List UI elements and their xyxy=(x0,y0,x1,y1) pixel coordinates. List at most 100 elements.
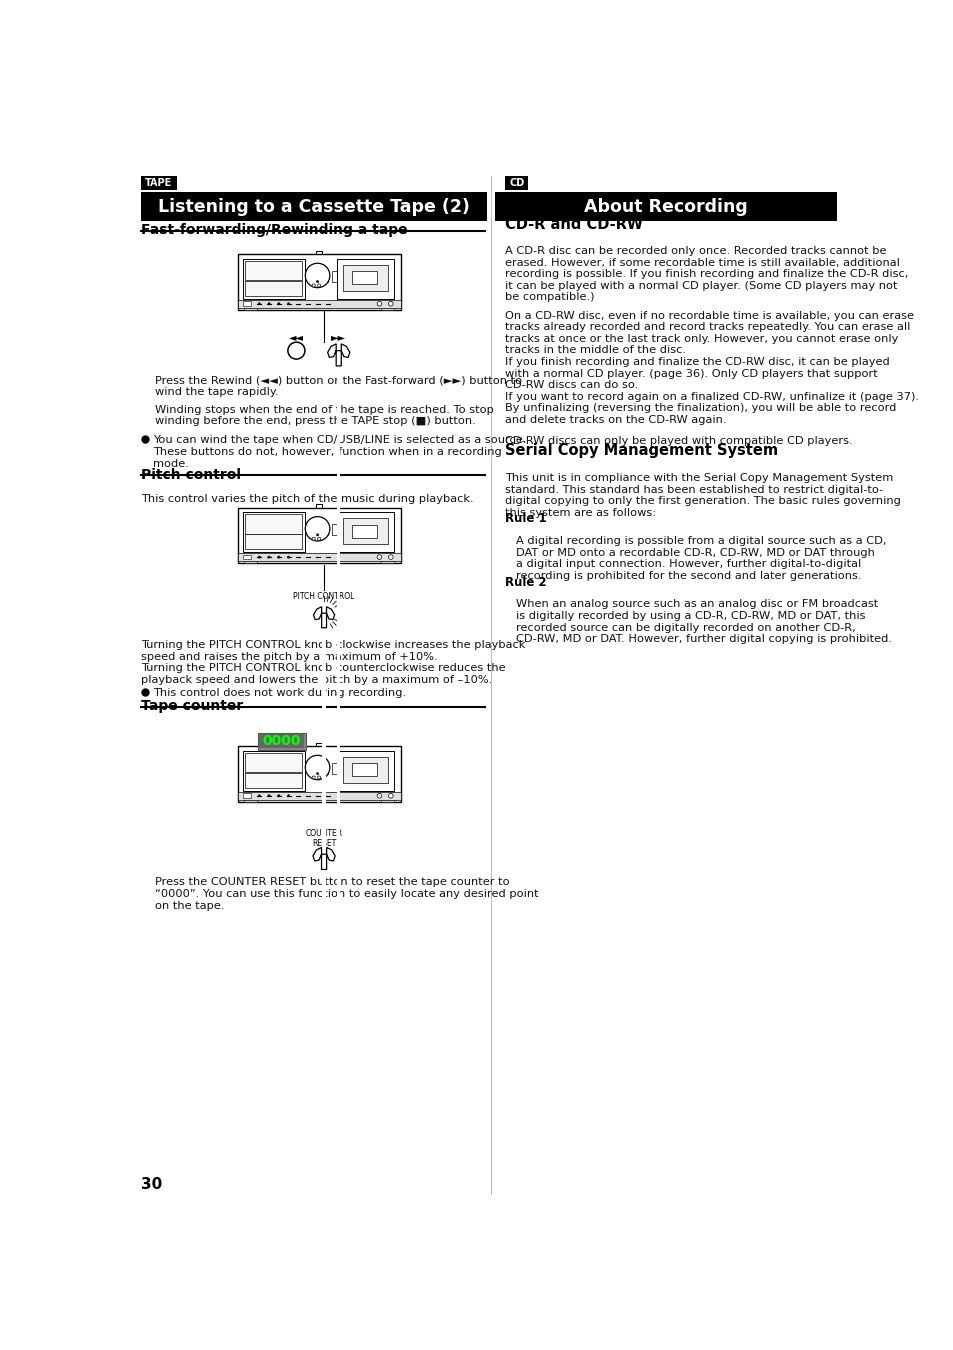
Text: CD-R and CD-RW: CD-R and CD-RW xyxy=(505,217,642,232)
Bar xyxy=(245,514,302,533)
Circle shape xyxy=(316,533,318,536)
Text: Rule 2: Rule 2 xyxy=(505,575,546,589)
Circle shape xyxy=(277,302,280,305)
Bar xyxy=(339,271,345,282)
Bar xyxy=(346,524,353,536)
Circle shape xyxy=(316,281,318,282)
Bar xyxy=(314,271,320,282)
Bar xyxy=(380,799,394,802)
Text: You can wind the tape when CD/USB/LINE is selected as a source.
These buttons do: You can wind the tape when CD/USB/LINE i… xyxy=(153,435,526,468)
Circle shape xyxy=(268,795,270,796)
Text: 30: 30 xyxy=(141,1177,162,1192)
Bar xyxy=(321,271,327,282)
Bar xyxy=(242,512,304,552)
Bar xyxy=(321,524,327,536)
Text: This unit is in compliance with the Serial Copy Management System
standard. This: This unit is in compliance with the Seri… xyxy=(505,472,901,518)
Text: Turning the PITCH CONTROL knob clockwise increases the playback
speed and raises: Turning the PITCH CONTROL knob clockwise… xyxy=(141,640,525,684)
Circle shape xyxy=(277,556,280,559)
Bar xyxy=(237,792,400,799)
Circle shape xyxy=(305,517,330,541)
Text: Rule 1: Rule 1 xyxy=(505,513,546,525)
Circle shape xyxy=(287,556,290,559)
Bar xyxy=(346,271,353,282)
Text: Pitch control: Pitch control xyxy=(141,467,241,482)
Text: When an analog source such as an analog disc or FM broadcast
is digitally record: When an analog source such as an analog … xyxy=(516,599,891,644)
Bar xyxy=(342,265,388,290)
Circle shape xyxy=(317,776,320,779)
Bar xyxy=(505,176,528,190)
Bar xyxy=(245,535,302,549)
Bar xyxy=(495,192,836,221)
Circle shape xyxy=(376,794,381,798)
Text: CD-RW discs can only be played with compatible CD players.: CD-RW discs can only be played with comp… xyxy=(505,436,852,446)
Bar xyxy=(336,512,394,552)
Bar xyxy=(307,524,313,536)
Bar xyxy=(332,763,338,774)
Bar xyxy=(141,176,176,190)
Circle shape xyxy=(317,284,320,288)
Circle shape xyxy=(287,302,290,305)
Bar xyxy=(237,254,400,310)
Polygon shape xyxy=(314,606,335,628)
Text: 0000: 0000 xyxy=(262,734,301,748)
Bar xyxy=(307,763,313,774)
Text: Listening to a Cassette Tape (2): Listening to a Cassette Tape (2) xyxy=(158,197,470,216)
Bar xyxy=(245,281,302,296)
Text: This control does not work during recording.: This control does not work during record… xyxy=(153,688,406,698)
Bar xyxy=(336,751,394,791)
Text: Winding stops when the end of the tape is reached. To stop
winding before the en: Winding stops when the end of the tape i… xyxy=(154,405,494,427)
Bar xyxy=(314,524,320,536)
Text: Serial Copy Management System: Serial Copy Management System xyxy=(505,443,778,458)
Bar xyxy=(336,259,394,298)
Polygon shape xyxy=(322,609,325,1350)
Text: This control varies the pitch of the music during playback.: This control varies the pitch of the mus… xyxy=(141,494,473,504)
Bar xyxy=(314,763,320,774)
Text: About Recording: About Recording xyxy=(583,197,747,216)
Bar xyxy=(259,734,304,748)
Circle shape xyxy=(376,555,381,559)
Bar xyxy=(257,733,306,749)
Text: Press the Rewind (◄◄) button or the Fast-forward (►►) button to
wind the tape ra: Press the Rewind (◄◄) button or the Fast… xyxy=(154,375,521,397)
Bar xyxy=(242,301,251,306)
Circle shape xyxy=(376,301,381,306)
Bar xyxy=(380,562,394,563)
Circle shape xyxy=(312,776,314,779)
Bar xyxy=(244,308,257,310)
Bar xyxy=(242,555,251,559)
Text: Fast-forwarding/Rewinding a tape: Fast-forwarding/Rewinding a tape xyxy=(141,223,407,236)
Circle shape xyxy=(316,772,318,775)
Bar xyxy=(237,508,400,563)
Bar xyxy=(332,271,338,282)
Circle shape xyxy=(258,795,260,796)
Bar xyxy=(339,524,345,536)
Bar xyxy=(332,524,338,536)
Circle shape xyxy=(258,556,260,559)
Bar xyxy=(352,763,376,776)
Text: ►►: ►► xyxy=(331,332,346,342)
Circle shape xyxy=(258,302,260,305)
Bar xyxy=(321,763,327,774)
Bar xyxy=(242,259,304,298)
Bar xyxy=(245,753,302,772)
Polygon shape xyxy=(322,850,325,1350)
Circle shape xyxy=(312,537,314,540)
Text: PITCH CONTROL: PITCH CONTROL xyxy=(294,593,355,602)
Circle shape xyxy=(268,302,270,305)
Text: TAPE: TAPE xyxy=(145,178,172,188)
Bar xyxy=(242,751,304,791)
Bar xyxy=(342,757,388,783)
Text: Tape counter: Tape counter xyxy=(141,699,243,713)
Bar xyxy=(342,518,388,544)
Circle shape xyxy=(388,794,393,798)
Text: A CD-R disc can be recorded only once. Recorded tracks cannot be
erased. However: A CD-R disc can be recorded only once. R… xyxy=(505,246,907,302)
Polygon shape xyxy=(313,848,335,869)
Circle shape xyxy=(305,755,330,780)
Bar xyxy=(245,772,302,788)
Bar xyxy=(352,525,376,537)
Polygon shape xyxy=(327,344,350,366)
Bar xyxy=(380,308,394,310)
Bar xyxy=(242,794,251,798)
Bar xyxy=(245,261,302,281)
Bar xyxy=(237,554,400,562)
Bar xyxy=(346,763,353,774)
